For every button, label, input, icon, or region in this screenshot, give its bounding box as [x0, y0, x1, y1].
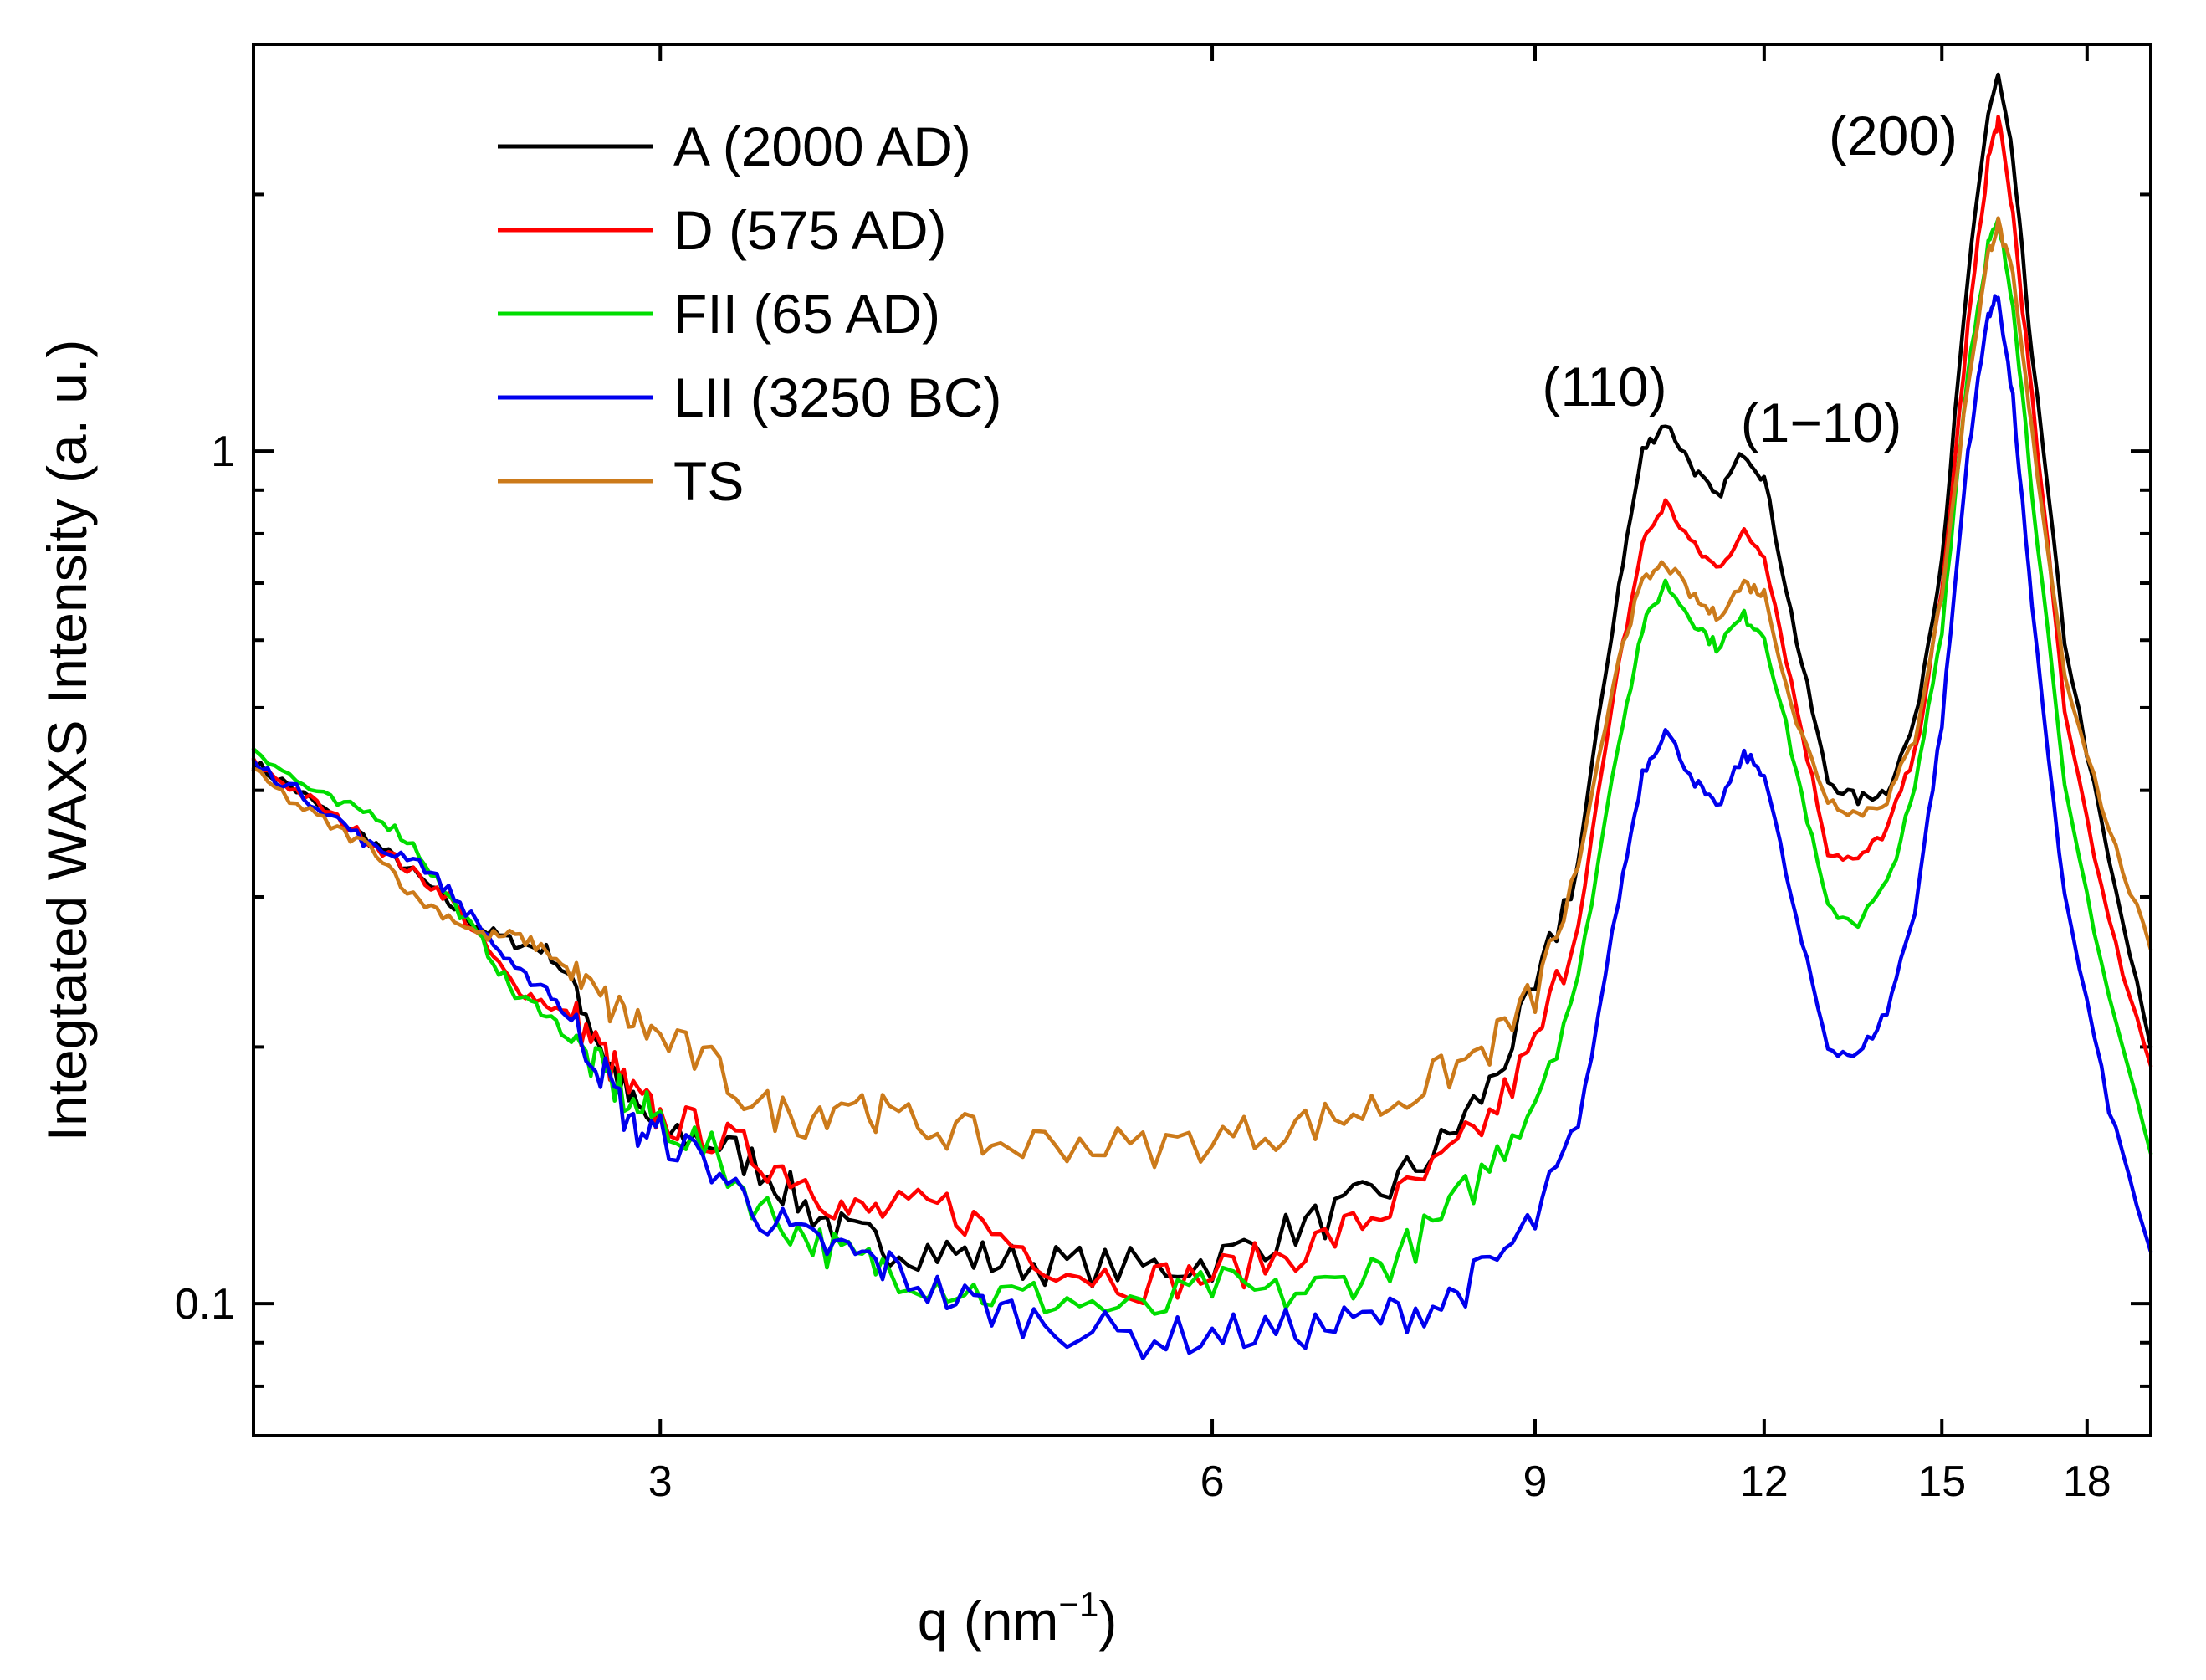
peak-annotations: (110) (1−10) (200): [1542, 105, 1958, 453]
series-line-d-575-ad: [251, 115, 2153, 1306]
x-tick-label: 15: [1917, 1457, 1966, 1506]
peak-label: (110): [1542, 356, 1666, 417]
series-lines: [251, 72, 2153, 1360]
series-line-fii-65-ad: [251, 217, 2153, 1316]
legend-label-d-575-ad: D (575 AD): [673, 199, 946, 261]
legend-label-a-2000-ad: A (2000 AD): [673, 115, 971, 177]
x-tick-label: 18: [2063, 1457, 2111, 1506]
y-axis-title: Integtated WAXS Intensity (a. u.): [36, 340, 98, 1142]
x-axis-title: q (nm−1): [918, 1585, 1118, 1652]
y-tick-label: 0.1: [175, 1280, 235, 1329]
x-axis-title-sup: −1: [1058, 1585, 1098, 1624]
peak-label: (200): [1829, 105, 1958, 166]
x-axis-title-close: ): [1098, 1590, 1117, 1652]
peak-label: (1−10): [1741, 392, 1902, 453]
y-axis-ticks: 0.11: [175, 192, 2151, 1388]
legend-label-fii-65-ad: FII (65 AD): [673, 283, 940, 345]
legend: A (2000 AD) D (575 AD) FII (65 AD) LII (325…: [498, 115, 1002, 512]
series-line-ts: [251, 216, 2153, 1170]
legend-label-ts: TS: [673, 450, 744, 512]
legend-label-lii-3250-bc: LII (3250 BC): [673, 366, 1002, 428]
series-line-a-2000-ad: [251, 72, 2153, 1288]
x-tick-label: 12: [1740, 1457, 1789, 1506]
x-tick-label: 3: [648, 1457, 673, 1506]
x-axis-ticks: 3 6 9 12 15 18: [648, 44, 2111, 1506]
series-line-lii-3250-bc: [251, 294, 2153, 1360]
plot-frame: [252, 43, 2152, 1437]
x-tick-label: 6: [1200, 1457, 1225, 1506]
x-tick-label: 9: [1523, 1457, 1548, 1506]
x-axis-title-main: q (nm: [918, 1590, 1059, 1652]
y-tick-label: 1: [211, 428, 235, 476]
